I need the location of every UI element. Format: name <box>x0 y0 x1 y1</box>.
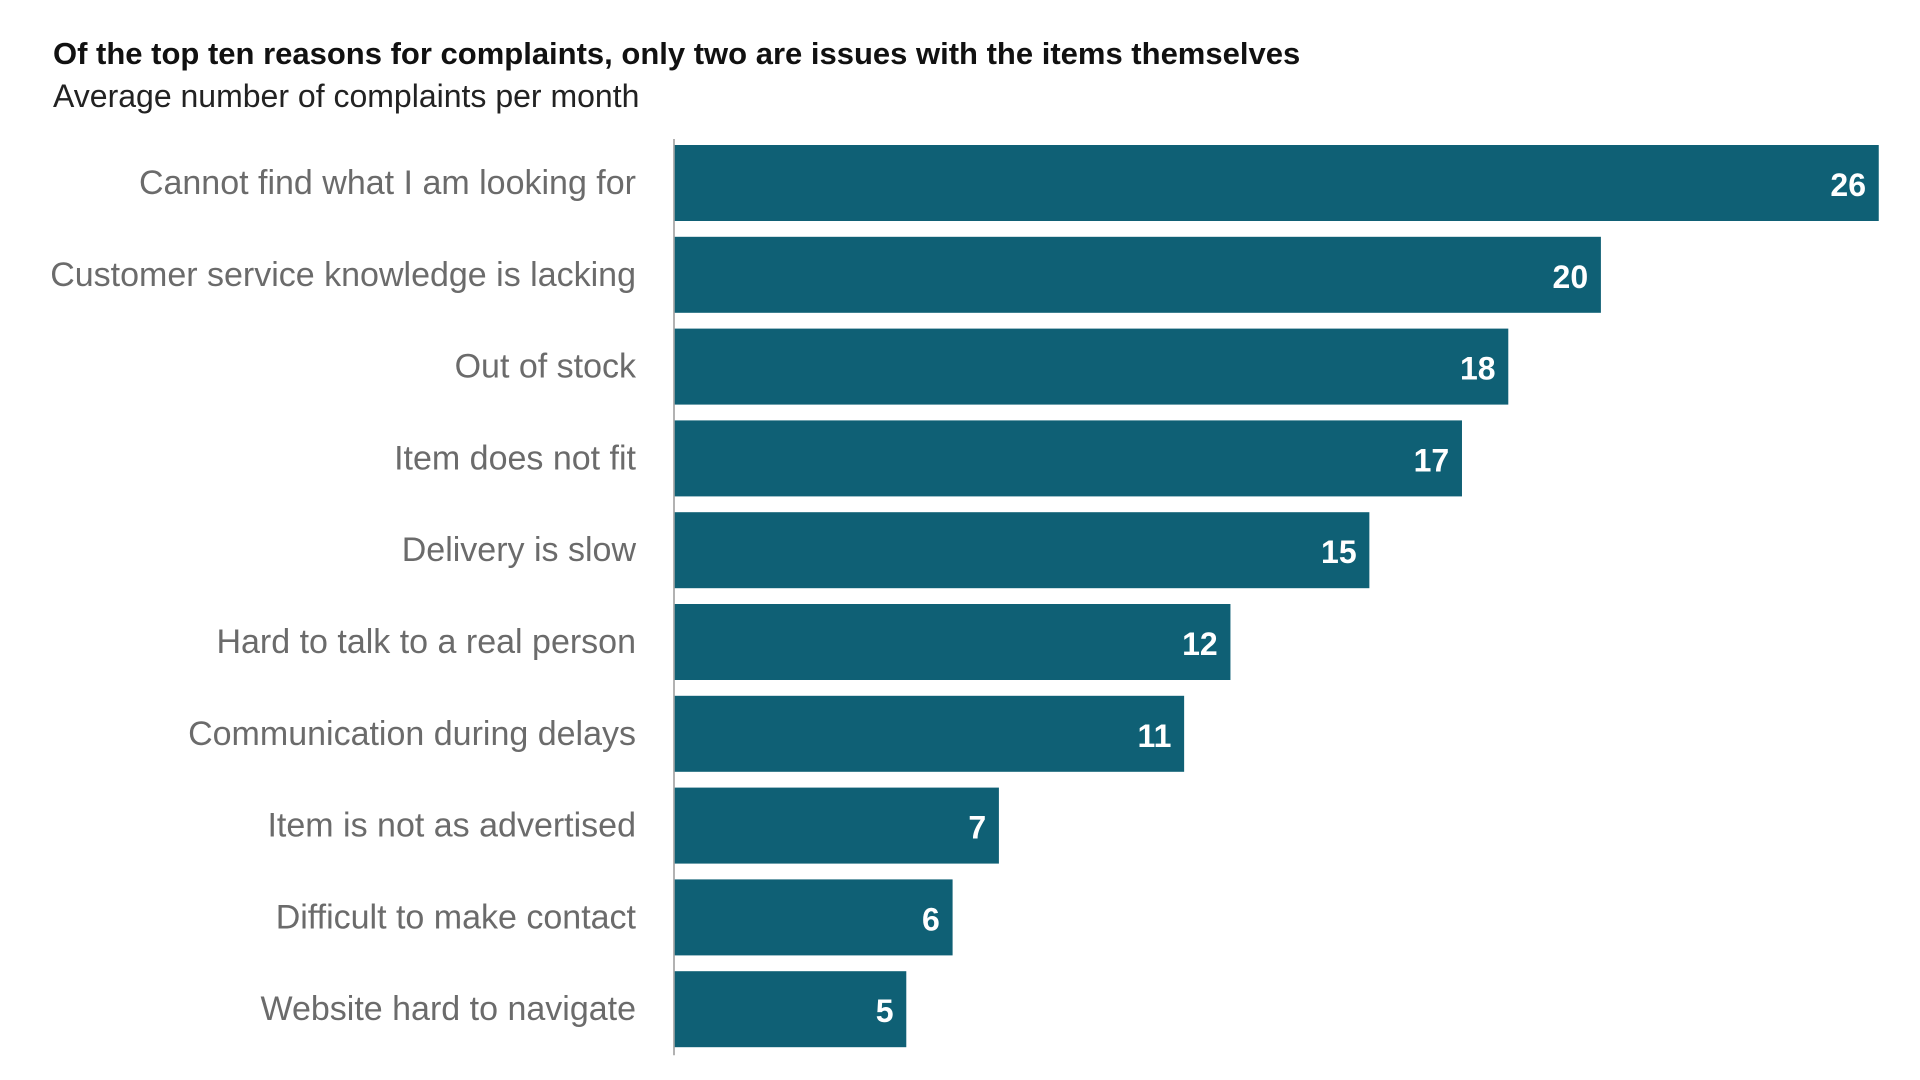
bar <box>674 879 953 956</box>
value-label: 5 <box>876 993 894 1029</box>
value-label: 12 <box>1182 626 1218 662</box>
bar <box>674 604 1231 680</box>
bar <box>674 512 1370 589</box>
category-label: Out of stock <box>455 348 637 386</box>
bar <box>674 328 1509 405</box>
value-label: 20 <box>1553 259 1589 295</box>
value-label: 17 <box>1414 442 1450 478</box>
category-label: Delivery is slow <box>402 531 637 569</box>
category-label: Item is not as advertised <box>267 807 636 845</box>
category-label: Customer service knowledge is lacking <box>50 256 636 294</box>
chart-title: Of the top ten reasons for complaints, o… <box>53 36 1301 71</box>
bar <box>674 695 1185 772</box>
value-label: 6 <box>922 901 940 937</box>
category-label: Communication during delays <box>188 715 636 753</box>
chart-header: Of the top ten reasons for complaints, o… <box>53 32 1853 116</box>
value-label: 15 <box>1321 534 1357 570</box>
value-label: 26 <box>1830 167 1866 203</box>
value-label: 18 <box>1460 351 1496 387</box>
category-label: Cannot find what I am looking for <box>139 164 636 202</box>
category-label: Hard to talk to a real person <box>216 623 636 661</box>
category-label: Website hard to navigate <box>261 990 637 1028</box>
value-label: 11 <box>1138 718 1172 754</box>
bar <box>674 971 907 1048</box>
chart-subtitle: Average number of complaints per month <box>53 78 640 114</box>
bar <box>674 787 999 864</box>
bar <box>674 145 1879 221</box>
category-label: Difficult to make contact <box>276 898 637 936</box>
category-label: Item does not fit <box>394 439 636 477</box>
bar <box>674 420 1462 497</box>
bar <box>674 236 1601 313</box>
value-label: 7 <box>968 810 986 846</box>
